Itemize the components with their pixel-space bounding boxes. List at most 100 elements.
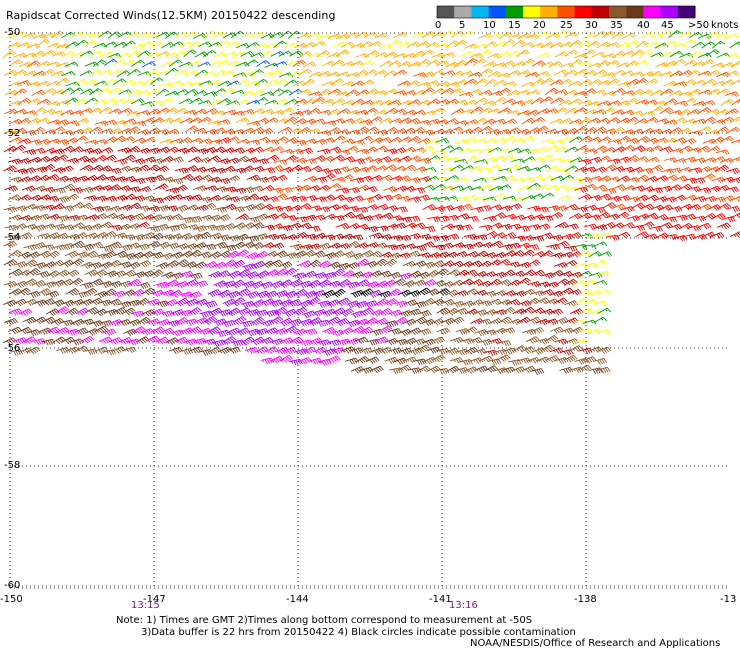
wind-barb xyxy=(197,231,212,240)
legend-swatch xyxy=(454,6,472,18)
wind-barb xyxy=(520,346,535,354)
wind-barb xyxy=(222,298,237,307)
wind-barb xyxy=(175,297,190,307)
wind-barb xyxy=(564,203,579,211)
legend-label-0: 0 xyxy=(435,20,442,31)
wind-barb xyxy=(378,308,393,316)
wind-barb xyxy=(160,234,175,241)
wind-barb xyxy=(169,194,184,201)
wind-barb xyxy=(606,78,621,85)
wind-barb xyxy=(127,202,142,210)
wind-barb xyxy=(155,336,170,345)
wind-barb xyxy=(489,204,504,211)
wind-barb xyxy=(445,289,460,298)
wind-barb xyxy=(236,78,251,86)
wind-barb xyxy=(246,216,260,223)
wind-barb xyxy=(269,299,284,308)
wind-barb xyxy=(616,231,631,239)
wind-barb xyxy=(506,242,521,249)
wind-barb xyxy=(331,307,346,317)
wind-barb xyxy=(564,317,579,324)
wind-barb xyxy=(93,269,108,277)
wind-barb xyxy=(74,175,89,182)
wind-barb xyxy=(711,119,726,125)
wind-barb xyxy=(579,307,594,314)
wind-barb xyxy=(413,166,428,173)
wind-barb xyxy=(730,139,740,144)
legend-swatch xyxy=(488,6,507,18)
wind-barb xyxy=(226,327,241,336)
wind-barb xyxy=(131,234,146,242)
wind-barb xyxy=(512,290,527,298)
legend-swatch xyxy=(677,6,696,18)
wind-barb xyxy=(208,232,223,240)
wind-barb xyxy=(193,166,208,174)
wind-barb xyxy=(374,336,389,344)
wind-barb xyxy=(321,137,336,143)
wind-barb xyxy=(208,307,223,317)
wind-barb xyxy=(506,261,521,268)
wind-barb xyxy=(278,225,293,232)
wind-barb xyxy=(340,61,355,67)
wind-barb xyxy=(460,70,475,77)
wind-barb xyxy=(178,137,193,144)
wind-barb xyxy=(326,316,341,326)
wind-barb xyxy=(355,318,370,326)
wind-barb xyxy=(326,204,341,211)
wind-barb xyxy=(719,135,734,143)
wind-barb xyxy=(506,89,521,97)
wind-barb xyxy=(535,206,550,213)
wind-barb xyxy=(370,347,384,355)
wind-barb xyxy=(560,327,575,334)
wind-barb xyxy=(60,319,74,327)
wind-barb xyxy=(663,60,678,67)
wind-barb xyxy=(368,193,383,201)
wind-barb xyxy=(18,326,33,335)
wind-barb xyxy=(384,127,398,134)
wind-barb xyxy=(407,99,422,106)
wind-barb xyxy=(539,215,554,222)
wind-barb xyxy=(441,317,456,326)
wind-barb xyxy=(497,279,512,286)
wind-barb xyxy=(544,87,559,96)
wind-barb xyxy=(80,336,95,344)
wind-barb xyxy=(289,279,304,288)
wind-barb xyxy=(384,205,399,212)
wind-barb xyxy=(574,53,589,59)
wind-barb xyxy=(146,298,161,306)
wind-barb xyxy=(273,307,288,316)
wind-barb xyxy=(460,50,474,58)
wind-barb xyxy=(159,97,174,105)
wind-barb xyxy=(174,107,188,115)
wind-barb xyxy=(426,155,441,162)
wind-barb xyxy=(103,78,118,86)
wind-barb xyxy=(222,223,237,231)
wind-barb xyxy=(349,347,364,355)
wind-barb xyxy=(208,251,223,259)
wind-barb xyxy=(416,271,431,280)
wind-barb xyxy=(364,226,379,233)
wind-barb xyxy=(341,156,356,163)
wind-barb xyxy=(3,240,18,249)
wind-barb xyxy=(693,233,708,241)
wind-barb xyxy=(23,298,38,306)
wind-barb xyxy=(521,214,536,222)
wind-barb xyxy=(208,139,223,145)
wind-barb xyxy=(259,336,274,345)
wind-barb xyxy=(506,127,521,134)
wind-barb xyxy=(605,234,620,241)
wind-barb xyxy=(84,269,99,277)
wind-barb xyxy=(431,336,446,344)
wind-barb xyxy=(174,167,189,174)
wind-barb xyxy=(282,346,297,355)
wind-barb xyxy=(346,166,361,173)
wind-barb xyxy=(179,270,194,278)
wind-barb xyxy=(564,165,579,172)
wind-barb xyxy=(354,242,369,249)
wind-barb xyxy=(212,261,227,270)
wind-barb xyxy=(274,79,289,86)
wind-barb xyxy=(156,146,171,154)
wind-barb xyxy=(620,166,635,174)
wind-barb xyxy=(549,326,564,334)
wind-barb xyxy=(417,137,432,145)
